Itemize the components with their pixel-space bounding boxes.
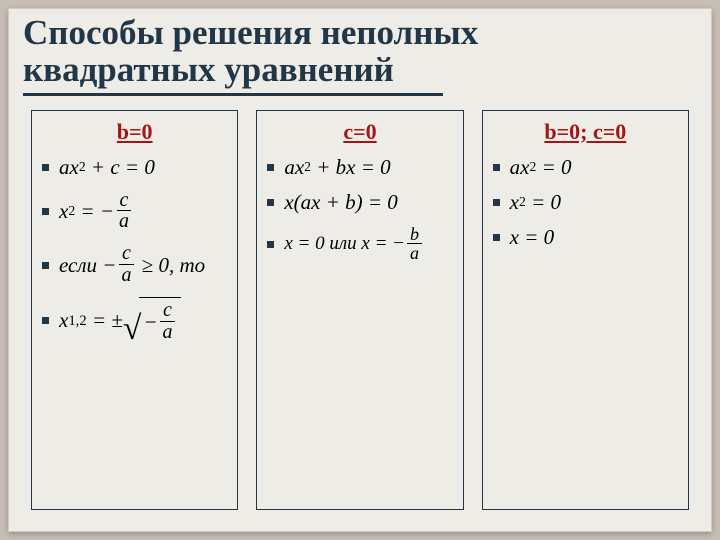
bullet-icon [267,241,274,248]
equation: x = 0 [510,225,555,250]
bullet-icon [267,199,274,206]
bullet-icon [42,317,49,324]
column-header: b=0 [42,119,227,145]
slide-title: Способы решения неполных квадратных урав… [9,9,711,91]
equation: x2 = 0 [510,190,561,215]
equation-row: x2 = −ca [42,190,227,234]
bullet-icon [42,208,49,215]
equation-row: x1,2 = ± √ −ca [42,297,227,344]
equation-row: ax2 = 0 [493,155,678,180]
bullet-icon [493,164,500,171]
column-header: c=0 [267,119,452,145]
equation-row: x(ax + b) = 0 [267,190,452,215]
equation-row: ax2 + c = 0 [42,155,227,180]
column-header: b=0; c=0 [493,119,678,145]
equation-row: x = 0 или x = −ba [267,225,452,265]
equation: ax2 + c = 0 [59,155,155,180]
columns-container: b=0 ax2 + c = 0 x2 = −ca если −ca ≥ 0, т… [9,96,711,520]
equation: x2 = −ca [59,190,134,234]
bullet-icon [493,199,500,206]
title-line-1: Способы решения неполных [23,15,697,52]
equation: x = 0 или x = −ba [284,225,424,265]
column-b-zero: b=0 ax2 + c = 0 x2 = −ca если −ca ≥ 0, т… [31,110,238,510]
bullet-icon [267,164,274,171]
equation-row: x2 = 0 [493,190,678,215]
equation-row: если −ca ≥ 0, то [42,243,227,287]
bullet-icon [42,164,49,171]
equation-row: x = 0 [493,225,678,250]
equation: если −ca ≥ 0, то [59,243,205,287]
equation: x(ax + b) = 0 [284,190,397,215]
equation: ax2 = 0 [510,155,572,180]
equation: ax2 + bx = 0 [284,155,390,180]
bullet-icon [42,262,49,269]
equation: x1,2 = ± √ −ca [59,297,181,344]
column-c-zero: c=0 ax2 + bx = 0 x(ax + b) = 0 x = 0 или… [256,110,463,510]
title-line-2: квадратных уравнений [23,52,697,89]
equation-row: ax2 + bx = 0 [267,155,452,180]
column-b-c-zero: b=0; c=0 ax2 = 0 x2 = 0 x = 0 [482,110,689,510]
bullet-icon [493,234,500,241]
slide: Способы решения неполных квадратных урав… [8,8,712,532]
